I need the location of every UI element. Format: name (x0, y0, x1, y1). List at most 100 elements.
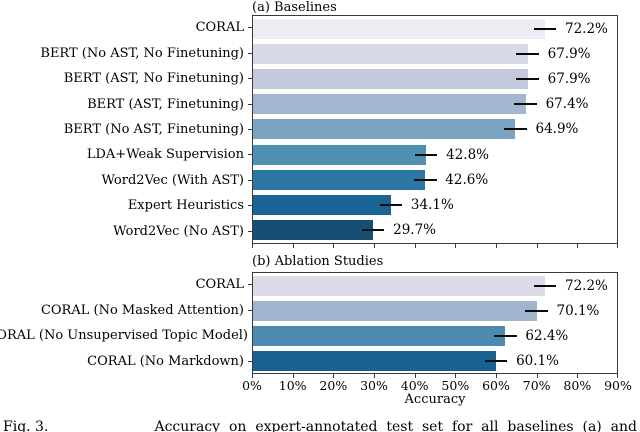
bar (253, 169, 426, 190)
y-tick-mark (248, 179, 252, 181)
bar (253, 275, 545, 296)
bar (253, 119, 516, 140)
category-label: BERT (No AST, Finetuning) (0, 117, 252, 142)
bar-row: 64.9% (253, 117, 617, 142)
category-label-text: Expert Heuristics (127, 198, 244, 214)
y-tick-mark (248, 309, 252, 311)
bar-row: 72.2% (253, 16, 617, 41)
category-label-text: CORAL (No Unsupervised Topic Model) (0, 328, 248, 344)
panel-b-x-ticks (252, 374, 618, 378)
category-label: Expert Heuristics (0, 193, 252, 218)
bar-row: 67.9% (253, 66, 617, 91)
error-bar (413, 178, 437, 181)
caption-figure-number: Fig. 3. (3, 419, 49, 432)
y-tick-mark (248, 154, 252, 156)
bar-row: 67.9% (253, 41, 617, 66)
y-tick-mark (248, 205, 252, 207)
category-label-text: LDA+Weak Supervision (86, 147, 244, 163)
x-tick-mark (495, 374, 497, 378)
error-bar (533, 284, 557, 287)
x-tick-mark (617, 374, 618, 378)
x-tick-label: 60% (482, 378, 510, 393)
error-bar (414, 153, 438, 156)
y-tick-mark (248, 284, 252, 286)
x-tick-mark (536, 374, 538, 378)
category-label-text: CORAL (195, 277, 244, 293)
x-tick-mark (495, 244, 497, 248)
x-tick-mark (373, 374, 375, 378)
error-bar (361, 229, 385, 232)
bar (253, 350, 497, 371)
value-label: 34.1% (410, 197, 454, 214)
bar-row: 42.8% (253, 142, 617, 167)
value-label: 67.4% (545, 96, 589, 113)
bar-row: 72.2% (253, 273, 617, 298)
x-tick-mark (617, 244, 618, 248)
panel-a-title: (a) Baselines (252, 0, 337, 15)
bar (253, 325, 506, 346)
caption-text: Accuracy on expert-annotated test set fo… (154, 419, 637, 432)
category-label: Word2Vec (With AST) (0, 168, 252, 193)
bar-row: 60.1% (253, 348, 617, 373)
bar-row: 67.4% (253, 92, 617, 117)
category-label: BERT (AST, Finetuning) (0, 91, 252, 116)
y-tick-mark (248, 128, 252, 130)
x-tick-mark (414, 374, 416, 378)
x-tick-mark (292, 244, 294, 248)
bar (253, 18, 545, 39)
x-tick-mark (536, 244, 538, 248)
bar (253, 300, 537, 321)
value-label: 60.1% (516, 352, 559, 369)
category-label-text: Word2Vec (No AST) (113, 223, 244, 239)
error-bar (525, 309, 548, 312)
value-label: 67.9% (547, 71, 591, 88)
category-label: Word2Vec (No AST) (0, 219, 252, 244)
bar (253, 43, 528, 64)
category-label-text: CORAL (No Masked Attention) (40, 302, 244, 318)
panel-b-plot-area: 72.2% 70.1% 62.4% 60.1% (252, 272, 618, 374)
bar (253, 69, 528, 90)
value-label: 29.7% (393, 222, 436, 239)
value-label: 42.6% (445, 171, 489, 188)
error-bar (516, 78, 539, 81)
x-tick-label: 30% (360, 378, 388, 393)
x-tick-mark (577, 374, 579, 378)
x-tick-mark (577, 244, 579, 248)
error-bar (533, 27, 557, 30)
y-tick-mark (248, 360, 252, 362)
value-label: 64.9% (535, 121, 579, 138)
bar (253, 144, 427, 165)
x-tick-mark (252, 374, 253, 378)
category-label: BERT (AST, No Finetuning) (0, 66, 252, 91)
bar-row: 29.7% (253, 218, 617, 243)
category-label: CORAL (No Unsupervised Topic Model) (0, 323, 252, 349)
y-tick-mark (248, 103, 252, 105)
category-label-text: CORAL (195, 20, 244, 36)
x-tick-mark (252, 244, 253, 248)
category-label: CORAL (No Masked Attention) (0, 298, 252, 324)
bar (253, 94, 526, 115)
y-tick-mark (248, 78, 252, 80)
x-tick-label: 80% (563, 378, 592, 393)
x-tick-mark (333, 244, 335, 248)
y-tick-mark (248, 230, 252, 232)
error-bar (484, 359, 508, 362)
x-tick-label: 10% (278, 378, 307, 393)
panel-b-category-labels: CORAL CORAL (No Masked Attention) CORAL (N… (0, 272, 252, 374)
bar-row: 70.1% (253, 298, 617, 323)
x-tick-label: 50% (441, 378, 470, 393)
x-axis-label: Accuracy (404, 392, 466, 407)
x-tick-labels: 0% 10% 20% 30% 40% 50% 60% 70% 80% 90% (242, 378, 632, 393)
bar (253, 195, 391, 216)
category-label-text: BERT (AST, No Finetuning) (63, 71, 244, 87)
y-tick-mark (248, 27, 252, 29)
panel-a-category-labels: CORAL BERT (No AST, No Finetuning) BERT (A… (0, 15, 252, 244)
x-tick-mark (414, 244, 416, 248)
value-label: 70.1% (556, 302, 600, 319)
error-bar (516, 52, 539, 55)
x-tick-label: 40% (400, 378, 429, 393)
x-tick-label: 20% (319, 378, 348, 393)
bar (253, 220, 374, 241)
bar-row: 62.4% (253, 323, 617, 348)
x-tick-mark (455, 374, 457, 378)
